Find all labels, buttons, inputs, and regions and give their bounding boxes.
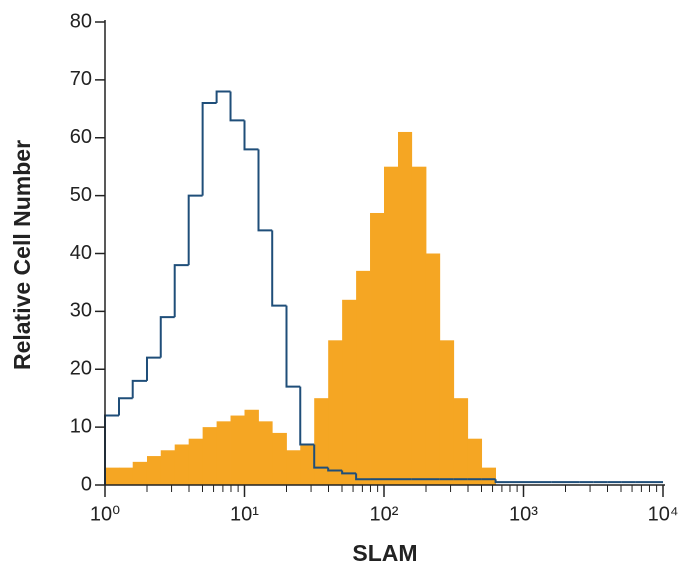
bar (467, 438, 483, 485)
outline-step (313, 444, 329, 469)
outline-step (299, 386, 315, 446)
bar (384, 166, 399, 485)
bar (314, 398, 329, 485)
y-tick-label: 40 (70, 242, 92, 264)
plot-area (104, 90, 663, 486)
bar (356, 270, 371, 485)
y-tick-label: 0 (81, 473, 92, 495)
outline-step (229, 91, 245, 122)
bar (119, 467, 134, 485)
bar (286, 450, 301, 485)
y-tick-label: 30 (70, 300, 92, 322)
x-tick-label: 10³ (509, 503, 538, 525)
x-tick-label: 10¹ (230, 503, 259, 525)
bar (160, 450, 176, 485)
y-tick-label: 10 (70, 415, 92, 437)
bar (398, 131, 413, 485)
bar (272, 432, 287, 485)
outline-step (327, 467, 343, 472)
y-tick-label: 60 (70, 126, 92, 148)
outline-step (201, 102, 217, 196)
outline-step (215, 90, 231, 104)
y-tick-label: 70 (70, 68, 92, 90)
bar (425, 253, 441, 485)
x-tick-label: 10² (370, 503, 399, 525)
bar (300, 444, 315, 485)
bar (146, 456, 162, 485)
outline-step (494, 479, 510, 484)
bar (202, 427, 218, 485)
y-tick-label: 50 (70, 184, 92, 206)
bar (370, 212, 385, 486)
bar (105, 467, 120, 485)
bar (328, 340, 343, 485)
outline-step (271, 230, 287, 307)
x-tick-label: 10⁴ (648, 503, 679, 525)
outline-step (355, 473, 371, 481)
bar (132, 461, 148, 485)
outline-step (341, 470, 357, 475)
bar (453, 398, 469, 485)
y-tick-label: 80 (70, 10, 92, 32)
outline-step (118, 397, 133, 416)
y-tick-label: 20 (70, 358, 92, 380)
x-tick-label: 10⁰ (90, 503, 120, 525)
bar (342, 299, 357, 485)
bar (216, 421, 231, 485)
bar (258, 421, 273, 485)
outline-step (145, 356, 161, 381)
outline-step (257, 149, 273, 232)
bar (411, 166, 427, 485)
outline-step (187, 194, 203, 266)
bar (439, 340, 455, 485)
bar (244, 409, 259, 485)
x-axis-title: SLAM (352, 540, 417, 566)
outline-step (131, 379, 147, 399)
bar (174, 444, 190, 485)
outline-step (285, 305, 301, 388)
outline-step (173, 264, 189, 318)
bar (188, 438, 204, 485)
bar (481, 467, 497, 485)
outline-step (243, 120, 259, 151)
outline-step (159, 316, 175, 358)
y-axis-title: Relative Cell Number (9, 140, 35, 370)
bar (230, 415, 245, 485)
